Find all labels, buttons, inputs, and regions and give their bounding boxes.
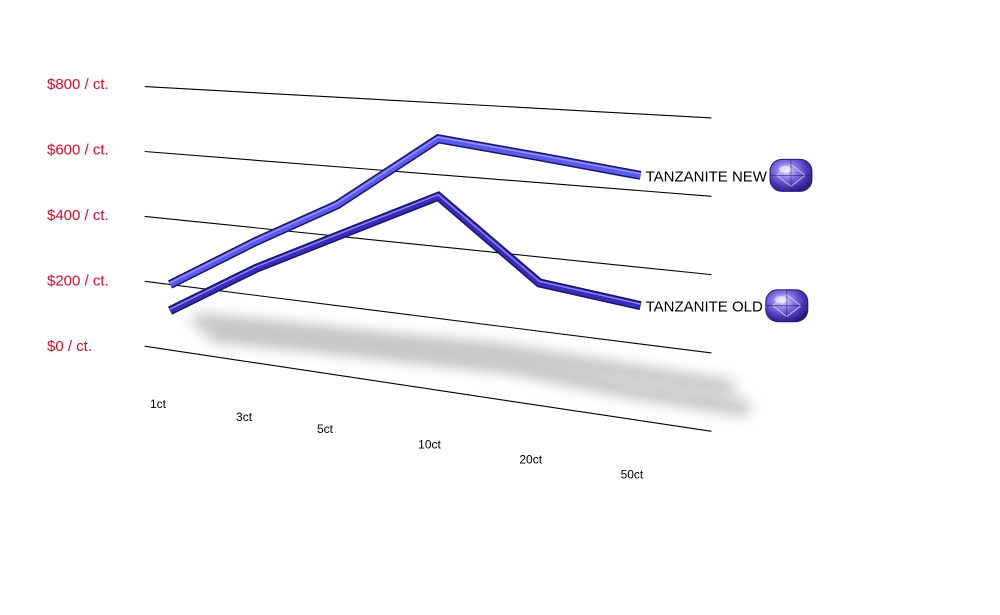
y-tick-label: $0 / ct. (47, 338, 92, 355)
y-tick-label: $600 / ct. (47, 142, 109, 159)
series-shadow (192, 313, 736, 396)
x-tick-label: 50ct (621, 468, 644, 482)
x-tick-label: 20ct (519, 452, 542, 466)
y-tick-label: $400 / ct. (47, 207, 109, 224)
gem-icon (765, 289, 809, 323)
series-labels: TANZANITE NEW TANZANITE OLD (646, 158, 813, 323)
gridline (144, 86, 712, 119)
x-tick-label: 5ct (317, 422, 334, 436)
series-shadow (207, 325, 751, 416)
gridline (144, 345, 712, 432)
y-tick-labels: $0 / ct. $200 / ct. $400 / ct. $600 / ct. $8… (47, 76, 109, 355)
gridlines (144, 86, 712, 432)
gridline (144, 280, 712, 354)
series-line (168, 135, 642, 288)
x-tick-label: 3ct (236, 410, 253, 424)
x-tick-label: 1ct (150, 397, 167, 411)
gem-icon (769, 158, 813, 192)
series-label: TANZANITE NEW (646, 168, 768, 185)
series-label: TANZANITE OLD (646, 299, 763, 316)
y-tick-label: $800 / ct. (47, 76, 109, 93)
line-shadows (192, 313, 751, 416)
gridline (144, 215, 712, 276)
series-line (168, 192, 642, 314)
x-tick-labels: 1ct 3ct 5ct 10ct 20ct 50ct (150, 397, 644, 482)
series-line-highlight (169, 136, 641, 284)
x-tick-label: 10ct (418, 437, 441, 451)
gridline (144, 150, 712, 197)
series-line-highlight (169, 193, 641, 310)
y-tick-label: $200 / ct. (47, 273, 109, 290)
series-lines (167, 134, 642, 315)
